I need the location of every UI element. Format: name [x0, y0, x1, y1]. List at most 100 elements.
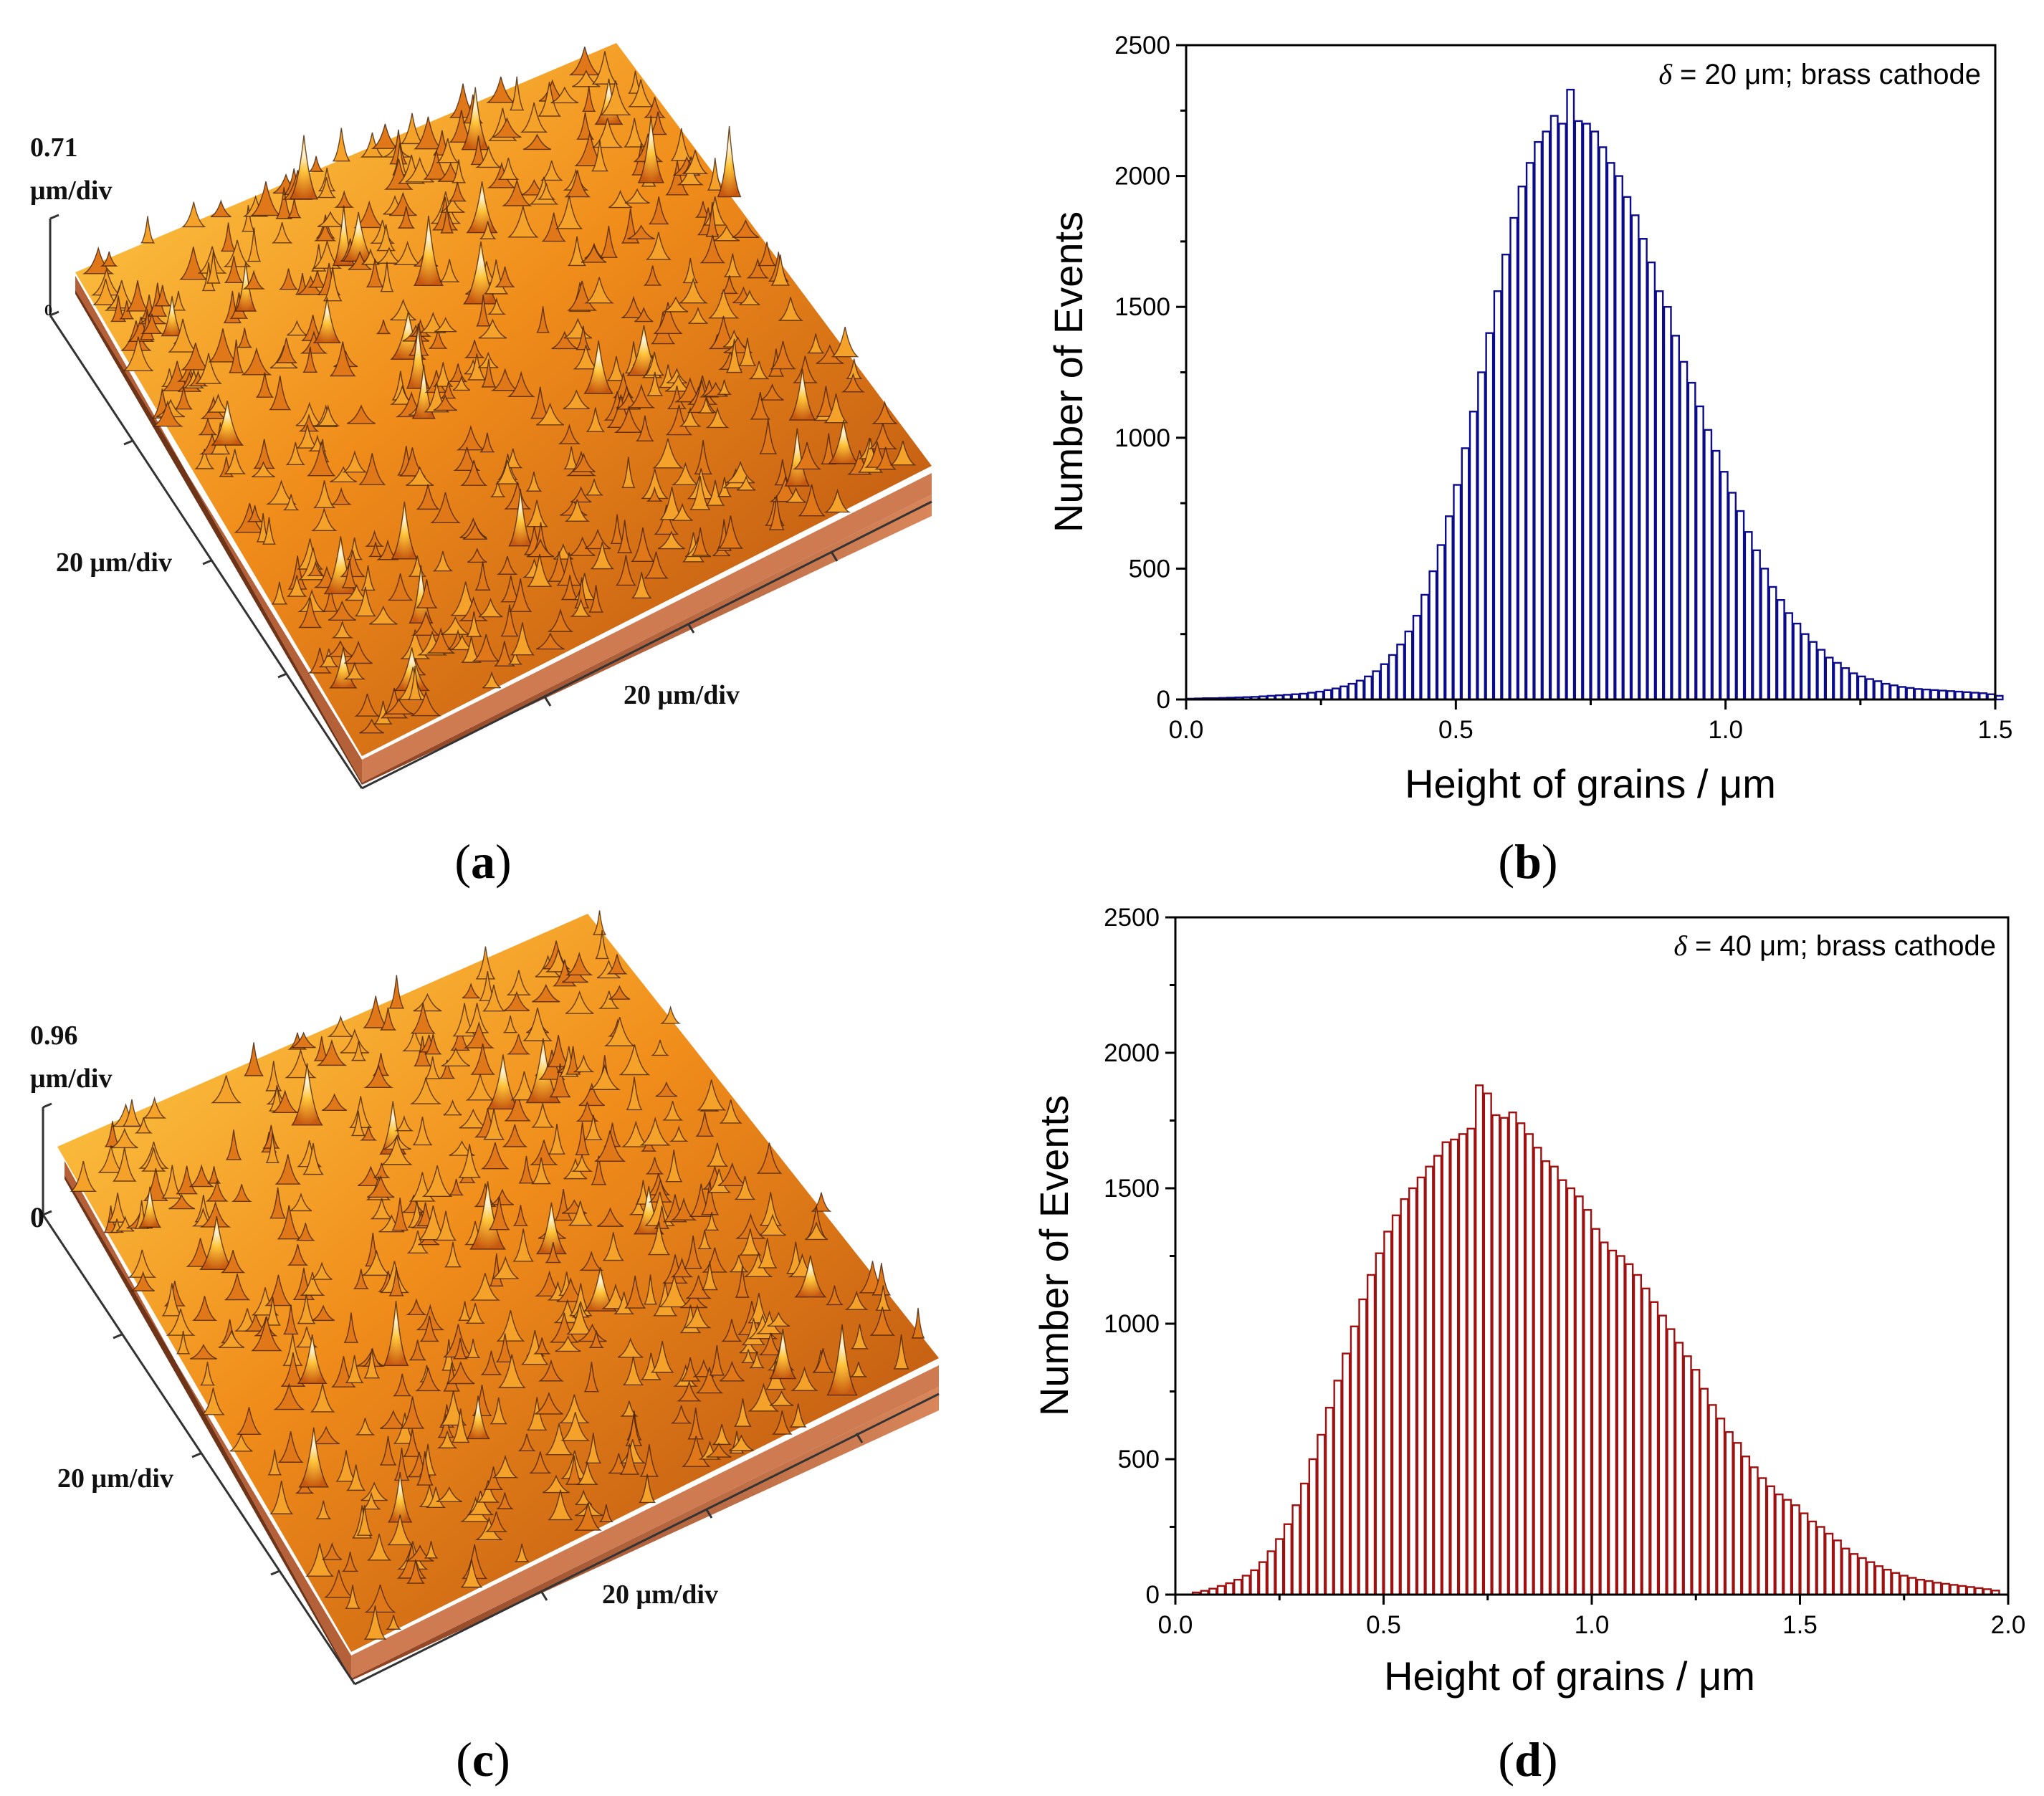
- panel-label-a: (a): [454, 834, 511, 889]
- afm-peak: [548, 1124, 566, 1155]
- afm-peak: [100, 251, 118, 267]
- afm-c-z-scale-unit: μm/div: [30, 1064, 112, 1094]
- histogram-b-bar: [1785, 612, 1794, 701]
- histogram-b-ytick-label: 500: [1129, 555, 1170, 583]
- afm-peak: [699, 234, 726, 264]
- afm-c-base-front: [351, 1387, 939, 1681]
- afm-peak: [414, 215, 444, 287]
- histogram-b-bar: [1752, 549, 1761, 701]
- afm-peak: [568, 1200, 593, 1226]
- afm-peak: [622, 1356, 644, 1385]
- histogram-d-bar: [1408, 1187, 1418, 1596]
- afm-peak: [570, 486, 592, 503]
- afm-peak: [496, 1492, 514, 1509]
- histogram-d-bar: [1216, 1585, 1226, 1596]
- afm-peak: [224, 449, 247, 474]
- histogram-b-bar: [1477, 371, 1486, 701]
- afm-peak: [574, 1502, 602, 1531]
- afm-peak: [500, 604, 519, 637]
- afm-peak: [224, 255, 244, 284]
- afm-peak: [755, 1310, 783, 1334]
- histogram-d-bar: [1849, 1553, 1859, 1596]
- afm-peak: [489, 1397, 507, 1425]
- afm-peak: [448, 181, 467, 202]
- afm-peak: [695, 1112, 715, 1137]
- afm-peak: [769, 1329, 797, 1380]
- afm-peak: [298, 1427, 330, 1488]
- afm-peak: [302, 1142, 324, 1175]
- histogram-d-bar: [1358, 1298, 1367, 1596]
- histogram-b-ytick-label: 1000: [1114, 424, 1170, 452]
- afm-peak: [307, 156, 325, 172]
- afm-peak: [312, 297, 342, 343]
- afm-peak: [572, 70, 601, 87]
- afm-peak: [627, 224, 655, 240]
- afm-peak: [419, 1315, 440, 1342]
- afm-peak: [466, 181, 498, 234]
- afm-peak: [70, 1160, 97, 1193]
- afm-peak: [131, 1271, 155, 1291]
- afm-peak: [517, 1433, 536, 1451]
- afm-c-x-scale: 20 μm/div: [602, 1580, 718, 1610]
- histogram-b-bar: [1825, 656, 1834, 701]
- histogram-d-bar: [1866, 1561, 1876, 1596]
- histogram-b-xtick-label: 1.0: [1708, 716, 1743, 744]
- afm-peak: [252, 461, 275, 477]
- histogram-d-bar: [1524, 1133, 1534, 1596]
- afm-peak: [140, 1147, 166, 1172]
- afm-peak: [841, 372, 866, 393]
- afm-peak: [639, 1116, 671, 1146]
- afm-peak: [542, 1474, 570, 1494]
- afm-peak: [134, 1117, 153, 1134]
- afm-peak: [406, 466, 434, 486]
- histogram-b-bar: [1898, 686, 1907, 701]
- afm-peak: [329, 341, 356, 377]
- histogram-b-bar: [1542, 130, 1551, 701]
- histogram-b-ytick-label: 2500: [1114, 32, 1170, 59]
- afm-peak: [502, 1124, 528, 1147]
- afm-peak: [189, 1344, 217, 1360]
- afm-peak: [317, 177, 336, 199]
- afm-peak: [456, 424, 486, 451]
- histogram-b-bar: [1881, 682, 1891, 701]
- afm-peak: [526, 538, 555, 558]
- afm-peak: [489, 481, 506, 497]
- afm-peak: [305, 1543, 335, 1577]
- afm-peak: [651, 1039, 670, 1056]
- histogram-b-bar: [1655, 290, 1664, 701]
- afm-peak: [750, 392, 771, 420]
- afm-peak: [492, 1256, 519, 1279]
- afm-peak: [600, 80, 631, 115]
- afm-peak: [743, 1251, 773, 1277]
- afm-peak: [379, 1261, 410, 1294]
- histogram-b-bar: [1549, 115, 1559, 701]
- afm-peak: [363, 1605, 387, 1640]
- afm-peak: [174, 386, 194, 410]
- afm-peak: [328, 600, 356, 621]
- afm-peak: [462, 982, 480, 999]
- afm-peak: [590, 542, 615, 570]
- afm-c-z-scale-value: 0.96: [30, 1021, 78, 1051]
- histogram-b-bar: [1663, 306, 1672, 701]
- afm-peak: [706, 1142, 729, 1167]
- afm-peak: [452, 1337, 468, 1360]
- histogram-d-bar: [1666, 1328, 1676, 1596]
- afm-peak: [464, 1003, 489, 1033]
- histogram-b-bar: [1566, 88, 1575, 701]
- afm-peak: [476, 294, 491, 327]
- afm-peak: [520, 102, 548, 133]
- afm-peak: [125, 280, 150, 312]
- afm-peak: [400, 113, 424, 145]
- afm-peak: [627, 383, 656, 409]
- afm-c-z-zero: 0: [30, 1201, 44, 1233]
- afm-peak: [381, 1136, 413, 1165]
- afm-peak: [469, 1181, 506, 1250]
- afm-peak: [644, 1274, 657, 1305]
- histogram-d-bar: [1416, 1176, 1425, 1596]
- histogram-b-bar: [1615, 175, 1623, 701]
- afm-peak: [355, 1418, 376, 1436]
- afm-peak: [379, 1007, 396, 1031]
- afm-peak: [273, 1382, 305, 1410]
- afm-peak: [346, 404, 376, 424]
- histogram-d-ytick-label: 0: [1146, 1581, 1160, 1609]
